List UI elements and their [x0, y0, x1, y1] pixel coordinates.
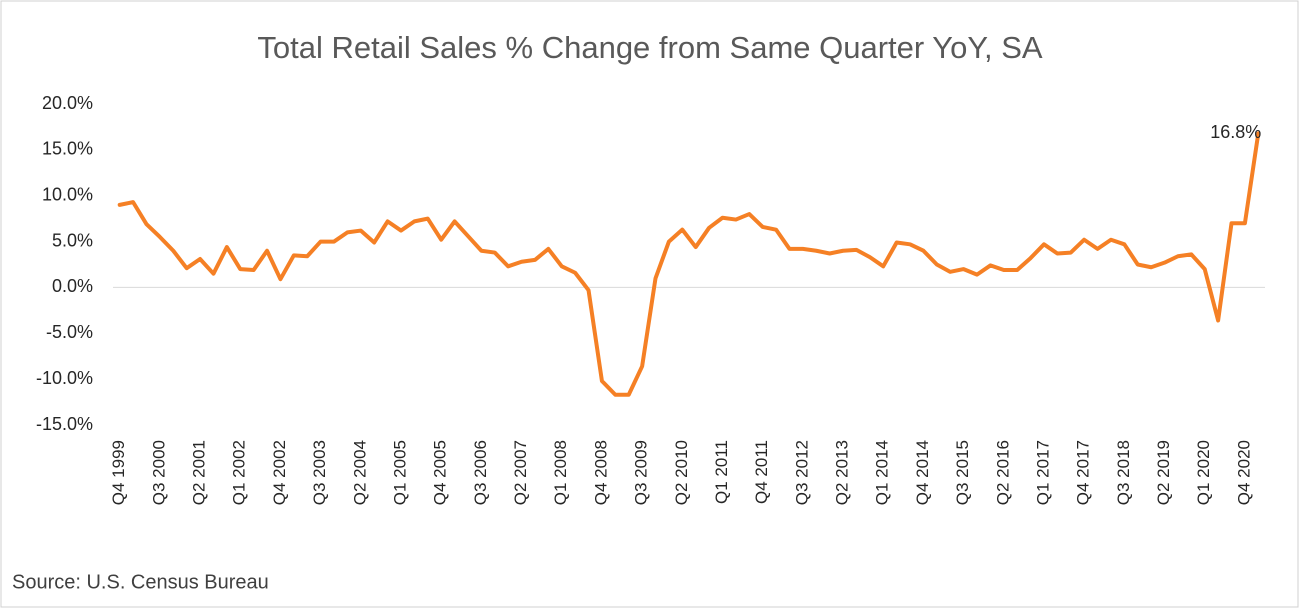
- x-tick-label: Q4 2005: [431, 440, 450, 505]
- x-tick-label: Q4 1999: [109, 440, 128, 505]
- y-tick-label: 0.0%: [52, 276, 93, 296]
- x-tick-label: Q1 2002: [230, 440, 249, 505]
- y-tick-label: 15.0%: [42, 139, 93, 159]
- x-tick-label: Q3 2000: [149, 440, 168, 505]
- y-tick-label: -10.0%: [36, 368, 93, 388]
- data-label: 16.8%: [1210, 122, 1261, 142]
- x-tick-label: Q4 2014: [913, 440, 932, 505]
- x-tick-label: Q1 2008: [551, 440, 570, 505]
- x-tick-label: Q4 2017: [1074, 440, 1093, 505]
- x-tick-label: Q3 2003: [310, 440, 329, 505]
- x-tick-label: Q1 2005: [390, 440, 409, 505]
- x-tick-label: Q3 2009: [632, 440, 651, 505]
- x-tick-label: Q2 2007: [511, 440, 530, 505]
- x-tick-label: Q2 2013: [833, 440, 852, 505]
- x-tick-label: Q4 2002: [270, 440, 289, 505]
- x-tick-label: Q2 2010: [672, 440, 691, 505]
- x-tick-label: Q3 2015: [953, 440, 972, 505]
- x-tick-label: Q2 2004: [350, 440, 369, 505]
- y-tick-label: 10.0%: [42, 184, 93, 204]
- x-tick-label: Q4 2008: [591, 440, 610, 505]
- x-tick-label: Q2 2016: [993, 440, 1012, 505]
- x-tick-label: Q1 2014: [873, 440, 892, 505]
- x-tick-label: Q2 2001: [190, 440, 209, 505]
- y-tick-label: 5.0%: [52, 230, 93, 250]
- y-tick-label: -15.0%: [36, 414, 93, 434]
- x-tick-label: Q2 2019: [1154, 440, 1173, 505]
- source-note: Source: U.S. Census Bureau: [12, 571, 269, 593]
- chart-title: Total Retail Sales % Change from Same Qu…: [257, 30, 1043, 65]
- x-tick-label: Q3 2012: [792, 440, 811, 505]
- x-tick-label: Q1 2017: [1033, 440, 1052, 505]
- x-tick-label: Q3 2006: [471, 440, 490, 505]
- y-tick-label: 20.0%: [42, 93, 93, 113]
- data-line: [117, 131, 1261, 397]
- x-tick-label: Q3 2018: [1114, 440, 1133, 505]
- x-tick-label: Q1 2020: [1194, 440, 1213, 505]
- x-tick-label: Q4 2020: [1234, 440, 1253, 505]
- x-tick-label: Q1 2011: [712, 440, 731, 504]
- y-tick-label: -5.0%: [46, 322, 93, 342]
- x-tick-label: Q4 2011: [752, 440, 771, 504]
